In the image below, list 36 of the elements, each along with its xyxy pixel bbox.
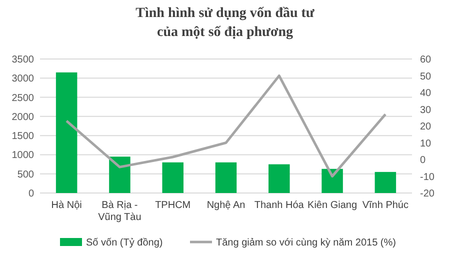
y-tick-label: 2000 [12,112,34,123]
y2-tick-label: 40 [420,88,432,99]
y-tick-label: 3500 [12,54,34,66]
y2-tick-label: -20 [420,188,435,200]
y2-tick-label: 0 [420,155,426,166]
chart-subtitle: của một số địa phương [157,25,293,40]
x-tick-label: Nghệ An [206,200,246,211]
y2-tick-label: 10 [420,138,432,150]
y2-tick-label: 50 [420,71,432,82]
y2-tick-label: 60 [420,54,432,66]
y2-tick-label: -10 [420,172,435,183]
x-tick-label: Bà Rịa - Vũng Tàu [98,200,142,223]
x-tick-label: Vĩnh Phúc [362,200,409,211]
bar [322,168,343,193]
y-tick-label: 2500 [12,92,34,104]
bar [215,162,237,193]
x-tick-label: TPHCM [155,200,191,211]
bar [162,162,184,193]
y2-tick-label: 20 [420,122,432,132]
legend-label: Tăng giảm so với cùng kỳ năm 2015 (%) [216,238,396,248]
y-tick-label: 1500 [12,131,34,142]
legend-label: Số vốn (Tỷ đồng) [86,238,163,248]
x-tick-label: Kiên Giang [308,200,358,211]
line-series [65,74,387,178]
bar [109,156,130,193]
bar [56,72,78,193]
y-tick-label: 3000 [12,74,34,85]
y-tick-label: 1000 [12,150,34,162]
y2-tick-label: 30 [420,104,432,116]
y-tick-label: 500 [17,169,34,180]
y-tick-label: 0 [28,188,34,200]
bar [374,172,396,193]
x-tick-label: Hà Nội [51,200,82,211]
x-tick-label: Thanh Hóa [254,200,304,211]
bar [268,164,290,193]
chart-title: Tình hình sử dụng vốn đầu tư [136,6,315,21]
